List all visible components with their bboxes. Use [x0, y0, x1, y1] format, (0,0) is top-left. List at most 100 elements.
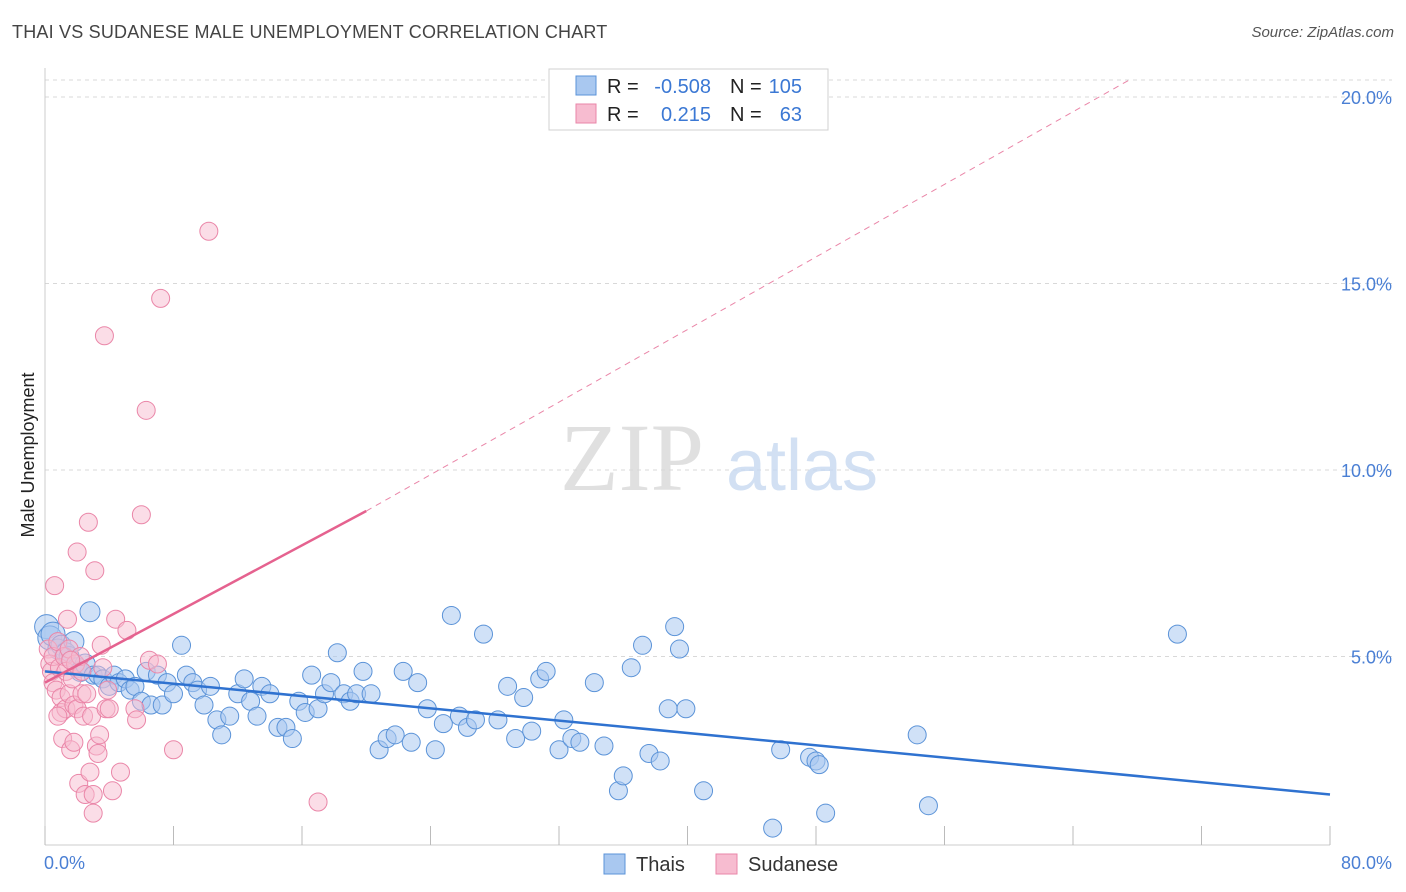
thais-point-38: [234, 669, 254, 689]
y-tick-labels: 5.0% 10.0% 15.0% 20.0%: [1341, 88, 1392, 668]
thais-point-79: [549, 740, 569, 760]
sudanese-point-57: [164, 740, 183, 760]
thais-point-32: [194, 695, 214, 715]
legend-swatch-thais: [575, 75, 597, 96]
thais-point-52: [327, 643, 347, 663]
thais-point-93: [669, 639, 689, 659]
thais-point-76: [522, 721, 542, 741]
series-thais-points: [34, 601, 1187, 838]
thais-point-62: [401, 732, 421, 752]
sudanese-point-34: [83, 785, 103, 805]
thais-point-90: [650, 751, 670, 771]
sudanese-point-56: [151, 288, 171, 308]
thais-point-91: [658, 699, 678, 719]
thais-point-82: [570, 732, 590, 752]
legend-n-value-sudanese: 63: [780, 104, 802, 126]
chart-title: THAI VS SUDANESE MALE UNEMPLOYMENT CORRE…: [12, 22, 608, 42]
sudanese-point-45: [99, 699, 119, 719]
bottom-legend-label-sudanese: Sudanese: [748, 854, 838, 876]
sudanese-point-36: [85, 561, 105, 581]
sudanese-trend-line: [44, 509, 367, 684]
thais-point-92: [665, 617, 685, 637]
sudanese-point-48: [110, 762, 130, 782]
series-sudanese-points: [38, 221, 328, 823]
thais-point-56: [353, 661, 373, 681]
sudanese-trend-extension: [366, 79, 1130, 512]
thais-point-87: [621, 658, 641, 678]
sudanese-point-30: [77, 684, 97, 704]
thais-point-94: [676, 699, 696, 719]
bottom-legend-swatch-thais: [603, 853, 626, 875]
thais-point-45: [282, 729, 302, 749]
sudanese-point-15: [57, 609, 77, 629]
thais-point-100: [809, 755, 829, 775]
sudanese-point-5: [45, 576, 65, 596]
chart-source: Source: ZipAtlas.com: [1251, 24, 1394, 41]
sudanese-point-31: [78, 512, 98, 532]
legend-n-label-sudanese: N =: [730, 104, 762, 126]
watermark: ZIP atlas: [560, 404, 878, 511]
sudanese-point-35: [83, 803, 103, 823]
thais-point-67: [441, 605, 461, 625]
legend-r-value-sudanese: 0.215: [661, 104, 711, 126]
sudanese-point-58: [199, 221, 219, 241]
sudanese-point-60: [48, 706, 68, 726]
thais-point-103: [918, 796, 938, 816]
bottom-legend-label-thais: Thais: [636, 854, 685, 876]
thais-point-61: [393, 661, 413, 681]
thais-point-104: [1167, 624, 1187, 644]
thais-point-70: [465, 710, 485, 730]
x-tick-label-0: 0.0%: [44, 853, 85, 873]
thais-point-51: [321, 673, 341, 693]
legend-n-label-thais: N =: [730, 76, 762, 98]
sudanese-point-51: [127, 710, 147, 730]
thais-point-66: [433, 714, 453, 734]
thais-point-102: [907, 725, 927, 745]
series-legend: Thais Sudanese: [603, 853, 838, 876]
thais-point-11: [79, 601, 101, 623]
thais-point-48: [302, 665, 322, 685]
thais-point-35: [212, 725, 232, 745]
thais-point-60: [385, 725, 405, 745]
thais-point-57: [361, 684, 381, 704]
thais-point-71: [474, 624, 494, 644]
correlation-legend: R = -0.508 N = 105 R = 0.215 N = 63: [548, 68, 829, 131]
sudanese-point-55: [147, 654, 167, 674]
sudanese-point-39: [90, 725, 110, 745]
thais-point-63: [408, 673, 428, 693]
sudanese-point-41: [93, 658, 113, 678]
thais-point-84: [594, 736, 614, 756]
watermark-zip: ZIP: [560, 404, 704, 511]
sudanese-point-59: [308, 792, 328, 812]
sudanese-point-44: [98, 680, 118, 700]
thais-point-28: [172, 635, 192, 655]
x-tick-label-1: 80.0%: [1341, 853, 1392, 873]
sudanese-point-53: [136, 400, 156, 420]
sudanese-point-23: [67, 542, 87, 562]
thais-point-74: [506, 729, 526, 749]
x-tick-labels: 0.0% 80.0%: [44, 853, 1392, 873]
thais-point-96: [763, 818, 783, 838]
legend-n-value-thais: 105: [769, 76, 802, 98]
y-tick-label-1: 10.0%: [1341, 461, 1392, 481]
thais-point-95: [694, 781, 714, 801]
thais-point-83: [584, 673, 604, 693]
thais-point-101: [816, 803, 836, 823]
thais-point-36: [220, 706, 240, 726]
thais-point-73: [498, 676, 518, 696]
thais-point-78: [536, 661, 556, 681]
axes: [44, 68, 1331, 846]
bottom-legend-swatch-sudanese: [715, 853, 738, 875]
legend-swatch-sudanese: [575, 103, 597, 124]
thais-point-88: [633, 635, 653, 655]
legend-r-label-thais: R =: [607, 76, 639, 98]
thais-point-65: [425, 740, 445, 760]
sudanese-point-21: [64, 732, 84, 752]
legend-r-label-sudanese: R =: [607, 104, 639, 126]
sudanese-point-52: [131, 505, 151, 525]
watermark-atlas: atlas: [726, 426, 878, 506]
grid-lines: [45, 79, 1392, 657]
thais-point-40: [247, 706, 267, 726]
thais-trend-line: [44, 670, 1331, 796]
